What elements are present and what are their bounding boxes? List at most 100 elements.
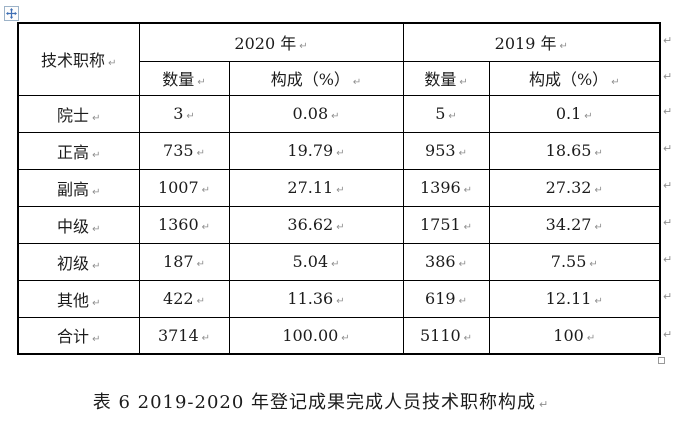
cell-q2020[interactable]: 735 ↵ bbox=[138, 131, 230, 170]
cell-q2020[interactable]: 3 ↵ bbox=[138, 94, 230, 133]
cell-q2019[interactable]: 1396 ↵ bbox=[402, 168, 490, 207]
paragraph-mark: ↵ bbox=[586, 332, 596, 344]
header-2020-text: 2020 年 bbox=[234, 34, 297, 54]
row-end-paragraph-mark: ↵ bbox=[663, 179, 673, 192]
paragraph-mark: ↵ bbox=[594, 222, 603, 233]
paragraph-mark: ↵ bbox=[196, 148, 205, 159]
paragraph-mark: ↵ bbox=[201, 185, 211, 196]
cell-q2020[interactable]: 1360 ↵ bbox=[138, 205, 230, 244]
cell-c2019[interactable]: 34.27 ↵ bbox=[488, 205, 661, 244]
row-end-paragraph-mark: ↵ bbox=[663, 328, 673, 341]
cell-c2020[interactable]: 19.79 ↵ bbox=[228, 131, 404, 170]
paragraph-mark: ↵ bbox=[594, 148, 603, 159]
cell-c2019[interactable]: 100 ↵ bbox=[488, 316, 661, 355]
paragraph-mark: ↵ bbox=[589, 259, 598, 270]
header-cell-composition-2020[interactable]: 构成（%） ↵ bbox=[228, 60, 404, 96]
cell-q2020[interactable]: 422 ↵ bbox=[138, 279, 230, 318]
cell-text: 27.32 bbox=[545, 178, 592, 197]
header-row-years: 技术职称 ↵ 2020 年 ↵ 2019 年 ↵ bbox=[17, 22, 661, 96]
cell-q2019[interactable]: 386 ↵ bbox=[402, 242, 490, 281]
table-rows: 院士 ↵ 3 ↵ 0.08 ↵ 5 ↵ 0.1 ↵ 正高 ↵ 735 ↵ 19.79 ↵ 953 ↵ 18.65 ↵ 副… bbox=[17, 94, 661, 355]
cell-text: 5.04 bbox=[292, 252, 329, 271]
paragraph-mark: ↵ bbox=[108, 58, 117, 70]
caption-text: 表 6 2019-2020 年登记成果完成人员技术职称构成 bbox=[92, 392, 537, 413]
cell-text: 0.08 bbox=[292, 104, 329, 123]
header-cell-quantity-2019[interactable]: 数量 ↵ bbox=[402, 60, 490, 96]
paragraph-mark: ↵ bbox=[584, 111, 593, 122]
paragraph-mark: ↵ bbox=[459, 77, 468, 88]
cell-title[interactable]: 其他 ↵ bbox=[17, 279, 140, 318]
cell-text: 953 bbox=[425, 141, 456, 160]
cell-title[interactable]: 院士 ↵ bbox=[17, 94, 140, 133]
header-composition-text: 构成（%） bbox=[270, 70, 350, 89]
cell-c2019[interactable]: 0.1 ↵ bbox=[488, 94, 661, 133]
header-cell-2019[interactable]: 2019 年 ↵ bbox=[402, 22, 661, 62]
row-end-paragraph-mark: ↵ bbox=[663, 290, 673, 303]
cell-c2019[interactable]: 12.11 ↵ bbox=[488, 279, 661, 318]
cell-c2020[interactable]: 0.08 ↵ bbox=[228, 94, 404, 133]
paragraph-mark: ↵ bbox=[594, 296, 603, 307]
cell-text: 初级 bbox=[57, 253, 90, 273]
paragraph-mark: ↵ bbox=[458, 259, 467, 270]
header-cell-title[interactable]: 技术职称 ↵ bbox=[17, 22, 140, 96]
paragraph-mark: ↵ bbox=[458, 148, 467, 159]
header-quantity-text: 数量 bbox=[162, 70, 195, 89]
paragraph-mark: ↵ bbox=[196, 259, 205, 270]
header-row-measures: 数量 ↵ 构成（%） ↵ 数量 ↵ 构成（%） ↵ bbox=[18, 60, 661, 96]
row-end-paragraph-mark: ↵ bbox=[663, 70, 673, 83]
table-resize-handle[interactable] bbox=[658, 357, 665, 364]
cell-title[interactable]: 正高 ↵ bbox=[17, 131, 140, 170]
header-cell-2020[interactable]: 2020 年 ↵ bbox=[138, 22, 404, 62]
paragraph-mark: ↵ bbox=[463, 332, 473, 344]
cell-title[interactable]: 初级 ↵ bbox=[17, 242, 140, 281]
paragraph-mark: ↵ bbox=[336, 222, 345, 233]
cell-q2020[interactable]: 1007 ↵ bbox=[138, 168, 230, 207]
cell-q2019[interactable]: 5 ↵ bbox=[402, 94, 490, 133]
cell-c2019[interactable]: 27.32 ↵ bbox=[488, 168, 661, 207]
cell-title[interactable]: 副高 ↵ bbox=[17, 168, 140, 207]
cell-q2019[interactable]: 619 ↵ bbox=[402, 279, 490, 318]
cell-title[interactable]: 合计 ↵ bbox=[17, 316, 140, 355]
cell-title[interactable]: 中级 ↵ bbox=[17, 205, 140, 244]
paragraph-mark: ↵ bbox=[92, 334, 101, 346]
cell-c2020[interactable]: 36.62 ↵ bbox=[228, 205, 404, 244]
header-2019-text: 2019 年 bbox=[494, 34, 557, 54]
paragraph-mark: ↵ bbox=[539, 398, 550, 411]
cell-text: 合计 bbox=[57, 327, 90, 347]
cell-text: 11.36 bbox=[287, 289, 334, 308]
cell-text: 3714 bbox=[157, 325, 199, 345]
paragraph-mark: ↵ bbox=[331, 259, 340, 270]
cell-q2019[interactable]: 1751 ↵ bbox=[402, 205, 490, 244]
cell-text: 422 bbox=[163, 289, 194, 308]
cell-text: 1360 bbox=[157, 215, 199, 234]
cell-q2020[interactable]: 3714 ↵ bbox=[138, 316, 230, 355]
cell-text: 5 bbox=[435, 104, 446, 123]
paragraph-mark: ↵ bbox=[611, 77, 620, 88]
cell-text: 0.1 bbox=[555, 104, 582, 123]
cell-c2019[interactable]: 7.55 ↵ bbox=[488, 242, 661, 281]
paragraph-mark: ↵ bbox=[186, 111, 195, 122]
cell-text: 5110 bbox=[419, 325, 461, 345]
cell-q2019[interactable]: 5110 ↵ bbox=[402, 316, 490, 355]
cell-c2020[interactable]: 27.11 ↵ bbox=[228, 168, 404, 207]
cell-c2020[interactable]: 5.04 ↵ bbox=[228, 242, 404, 281]
cell-text: 3 bbox=[173, 104, 184, 123]
paragraph-mark: ↵ bbox=[331, 111, 340, 122]
paragraph-mark: ↵ bbox=[463, 185, 473, 196]
cell-q2020[interactable]: 187 ↵ bbox=[138, 242, 230, 281]
header-cell-composition-2019[interactable]: 构成（%） ↵ bbox=[488, 60, 661, 96]
cell-text: 7.55 bbox=[550, 252, 587, 271]
table-move-handle[interactable] bbox=[4, 6, 19, 21]
cell-text: 36.62 bbox=[287, 215, 334, 234]
paragraph-mark: ↵ bbox=[594, 185, 603, 196]
cell-c2019[interactable]: 18.65 ↵ bbox=[488, 131, 661, 170]
cell-c2020[interactable]: 100.00 ↵ bbox=[228, 316, 404, 355]
table-row: 中级 ↵ 1360 ↵ 36.62 ↵ 1751 ↵ 34.27 ↵ bbox=[17, 205, 661, 244]
paragraph-mark: ↵ bbox=[92, 260, 101, 272]
row-end-paragraph-mark: ↵ bbox=[663, 34, 673, 47]
table-row: 副高 ↵ 1007 ↵ 27.11 ↵ 1396 ↵ 27.32 ↵ bbox=[17, 168, 661, 207]
header-cell-quantity-2020[interactable]: 数量 ↵ bbox=[138, 60, 230, 96]
cell-c2020[interactable]: 11.36 ↵ bbox=[228, 279, 404, 318]
cell-q2019[interactable]: 953 ↵ bbox=[402, 131, 490, 170]
paragraph-mark: ↵ bbox=[197, 77, 206, 88]
